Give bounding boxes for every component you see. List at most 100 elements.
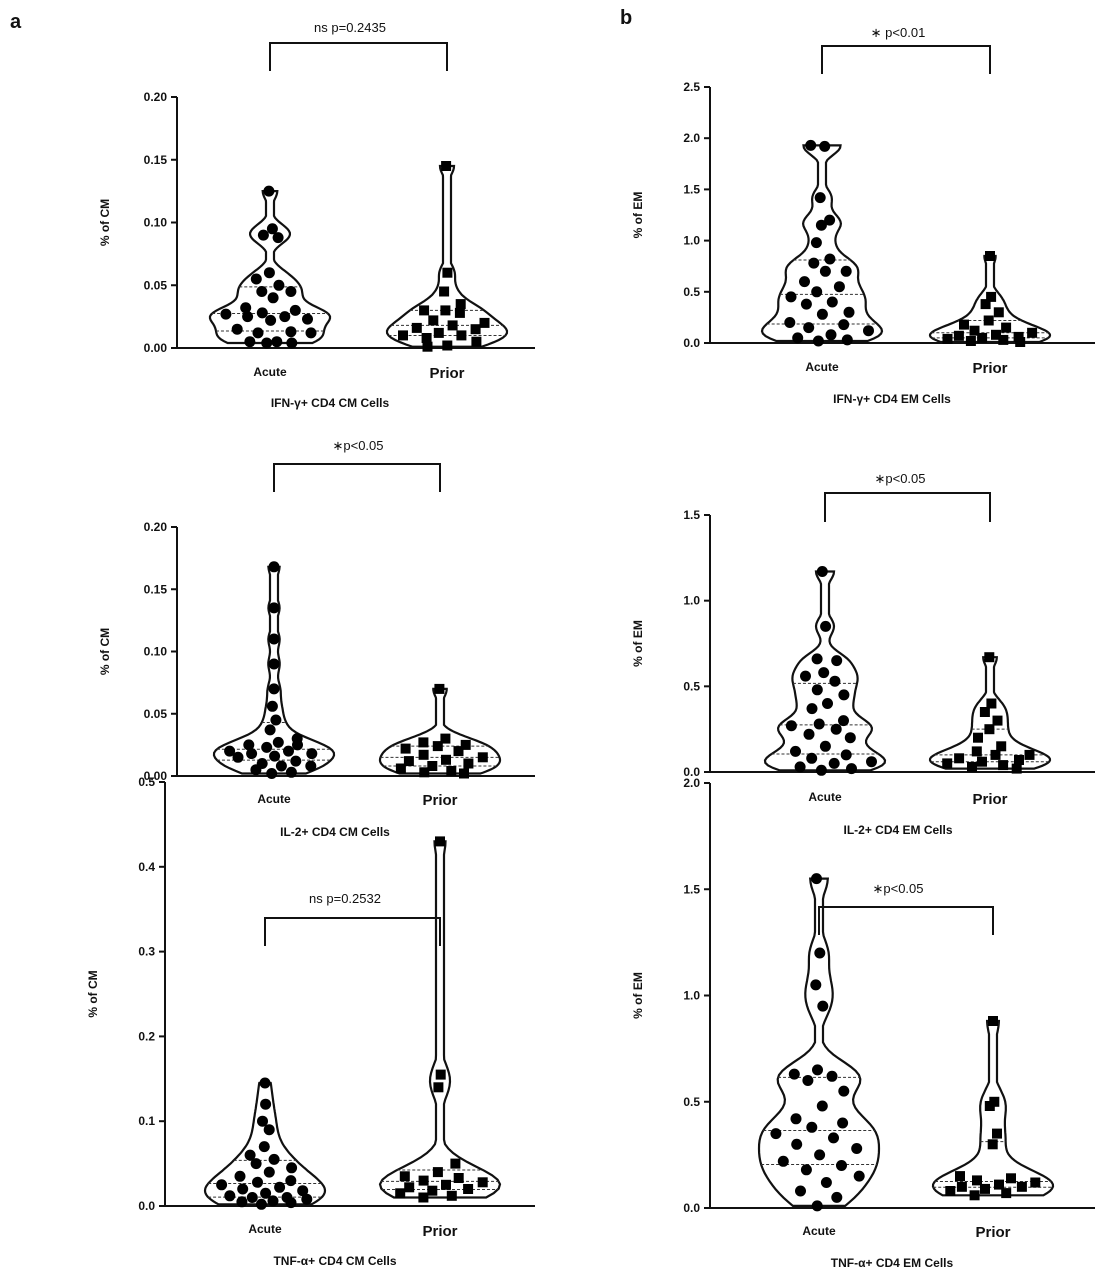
violin-outline <box>757 877 881 1207</box>
data-point-prior <box>969 325 980 336</box>
data-point-prior <box>1001 1188 1012 1199</box>
data-point-prior <box>980 299 991 310</box>
y-tick-label: 0.5 <box>683 679 700 693</box>
data-point-acute <box>224 745 236 757</box>
data-point-prior <box>441 1179 451 1190</box>
data-point-prior <box>969 1190 980 1201</box>
data-point-acute <box>257 229 269 241</box>
data-point-acute <box>863 325 874 337</box>
data-point-acute <box>811 684 823 696</box>
significance-bracket <box>269 42 448 71</box>
data-point-prior <box>956 1181 967 1192</box>
data-point-acute <box>216 1179 228 1191</box>
data-point-acute <box>246 1192 258 1203</box>
y-axis-label: % of EM <box>631 620 645 667</box>
data-point-acute <box>261 741 273 753</box>
data-point-prior <box>446 766 457 776</box>
data-point-acute <box>818 667 830 679</box>
data-point-prior <box>418 1192 429 1203</box>
data-point-prior <box>993 307 1004 318</box>
data-point-acute <box>846 763 857 775</box>
data-point-acute <box>244 336 256 348</box>
data-point-acute <box>830 723 842 735</box>
data-point-acute <box>250 273 262 285</box>
data-point-prior <box>435 1069 446 1080</box>
data-point-acute <box>285 1175 297 1187</box>
data-point-prior <box>427 761 438 771</box>
data-point-prior <box>955 1171 965 1182</box>
chart-area: 0.00 0.05 0.10 0.15 0.20 % of CM Acute Prior IFN… <box>86 20 1095 1270</box>
data-point-acute <box>824 253 836 265</box>
data-point-acute <box>272 232 284 244</box>
significance-label: ns p=0.2532 <box>309 891 381 906</box>
data-point-prior <box>991 329 1001 340</box>
x-category-label: Prior <box>975 1224 1010 1241</box>
data-point-prior <box>1006 1173 1016 1184</box>
x-category-label: Prior <box>972 791 1007 808</box>
data-point-acute <box>259 1077 271 1089</box>
data-point-acute <box>268 1153 280 1165</box>
data-point-acute <box>826 1070 838 1082</box>
y-axis-label: % of CM <box>98 628 112 675</box>
data-point-prior <box>985 251 995 261</box>
data-point-prior <box>418 737 429 748</box>
data-point-acute <box>841 334 853 346</box>
significance-label: ∗p<0.05 <box>332 438 383 453</box>
data-point-prior <box>994 1179 1004 1190</box>
violin-outline <box>385 164 509 348</box>
significance-label: ∗p<0.05 <box>874 471 925 486</box>
x-axis-title: TNF-α+ CD4 EM Cells <box>831 1256 954 1270</box>
data-point-prior <box>428 315 439 326</box>
data-point-acute <box>803 322 815 334</box>
data-point-acute <box>256 307 268 319</box>
x-axis-title: IL-2+ CD4 EM Cells <box>843 823 952 837</box>
y-tick-label: 0.15 <box>144 153 168 167</box>
data-point-acute <box>256 286 268 297</box>
data-point-acute <box>851 1143 863 1154</box>
y-tick-label: 1.0 <box>683 989 700 1003</box>
data-point-prior <box>988 1016 998 1026</box>
data-point-acute <box>292 739 303 751</box>
data-point-acute <box>285 326 297 338</box>
data-point-acute <box>788 1068 800 1080</box>
data-point-acute <box>234 1170 246 1182</box>
data-point-prior <box>453 1173 464 1183</box>
data-point-prior <box>1027 327 1038 338</box>
data-point-prior <box>1016 1181 1027 1192</box>
data-point-acute <box>799 276 810 288</box>
data-point-acute <box>268 602 280 614</box>
data-point-prior <box>395 1188 406 1199</box>
data-point-prior <box>1001 322 1012 333</box>
x-category-label: Prior <box>972 360 1007 377</box>
data-point-prior <box>1015 337 1026 347</box>
data-point-acute <box>825 329 837 341</box>
data-point-acute <box>770 1128 782 1140</box>
data-point-acute <box>838 715 849 727</box>
data-point-acute <box>268 561 280 573</box>
data-point-acute <box>271 336 283 348</box>
data-point-acute <box>838 1085 850 1097</box>
data-point-prior <box>433 1082 444 1093</box>
data-point-acute <box>263 1166 275 1178</box>
data-point-acute <box>301 1193 313 1205</box>
y-tick-label: 1.5 <box>683 182 700 196</box>
data-point-acute <box>252 327 264 339</box>
data-point-acute <box>260 1098 272 1110</box>
y-tick-label: 0.05 <box>144 707 168 721</box>
y-tick-label: 0.1 <box>138 1114 155 1128</box>
data-point-prior <box>967 761 977 772</box>
x-category-label: Acute <box>802 1224 836 1238</box>
data-point-acute <box>822 698 833 709</box>
y-axis-label: % of CM <box>86 970 100 1017</box>
data-point-prior <box>1014 755 1024 765</box>
data-point-acute <box>289 304 301 316</box>
data-point-prior <box>419 305 430 316</box>
data-point-acute <box>838 319 850 331</box>
data-point-acute <box>819 140 831 152</box>
y-tick-label: 1.5 <box>683 508 700 522</box>
data-point-acute <box>808 257 820 269</box>
data-point-prior <box>446 1190 457 1201</box>
violin-outline <box>378 840 502 1199</box>
data-point-acute <box>810 237 822 249</box>
